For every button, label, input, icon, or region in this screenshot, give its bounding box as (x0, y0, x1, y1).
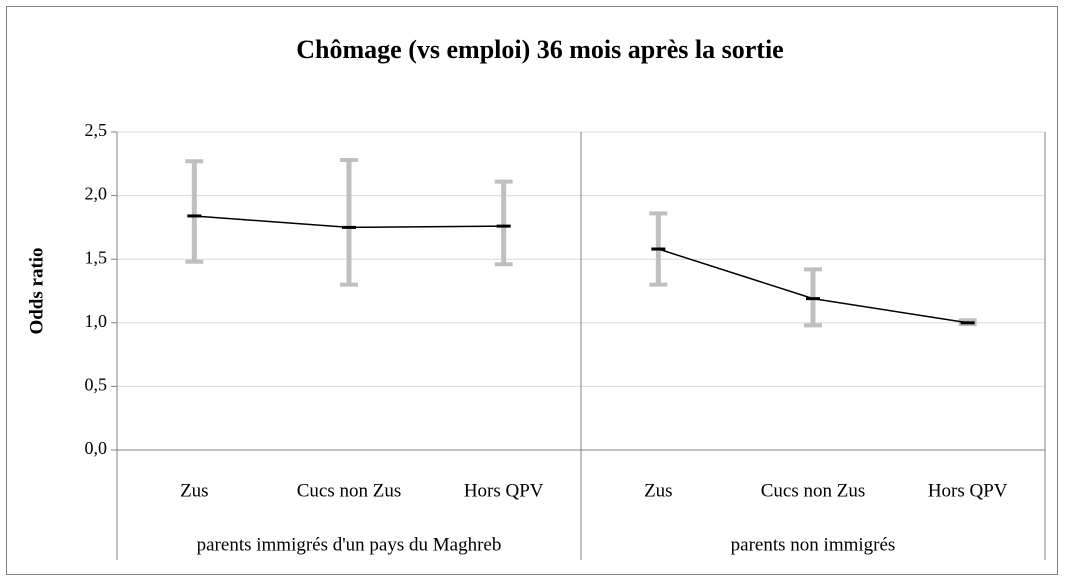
y-tick-label: 1,5 (85, 247, 108, 267)
y-axis-label: Odds ratio (26, 247, 47, 334)
y-tick-label: 0,0 (85, 438, 108, 458)
x-tick-label: Cucs non Zus (297, 480, 402, 501)
x-tick-label: Cucs non Zus (761, 480, 866, 501)
chart-title: Chômage (vs emploi) 36 mois après la sor… (296, 35, 783, 64)
x-tick-label: Zus (644, 480, 673, 501)
y-tick-label: 0,5 (85, 375, 108, 395)
y-tick-label: 2,5 (85, 120, 108, 140)
y-tick-label: 2,0 (85, 184, 108, 204)
chart-frame (6, 6, 1058, 575)
group-label: parents immigrés d'un pays du Maghreb (197, 534, 502, 555)
x-tick-label: Hors QPV (464, 480, 544, 501)
x-tick-label: Zus (180, 480, 209, 501)
group-label: parents non immigrés (731, 534, 896, 555)
x-tick-label: Hors QPV (928, 480, 1008, 501)
y-tick-label: 1,0 (85, 311, 108, 331)
